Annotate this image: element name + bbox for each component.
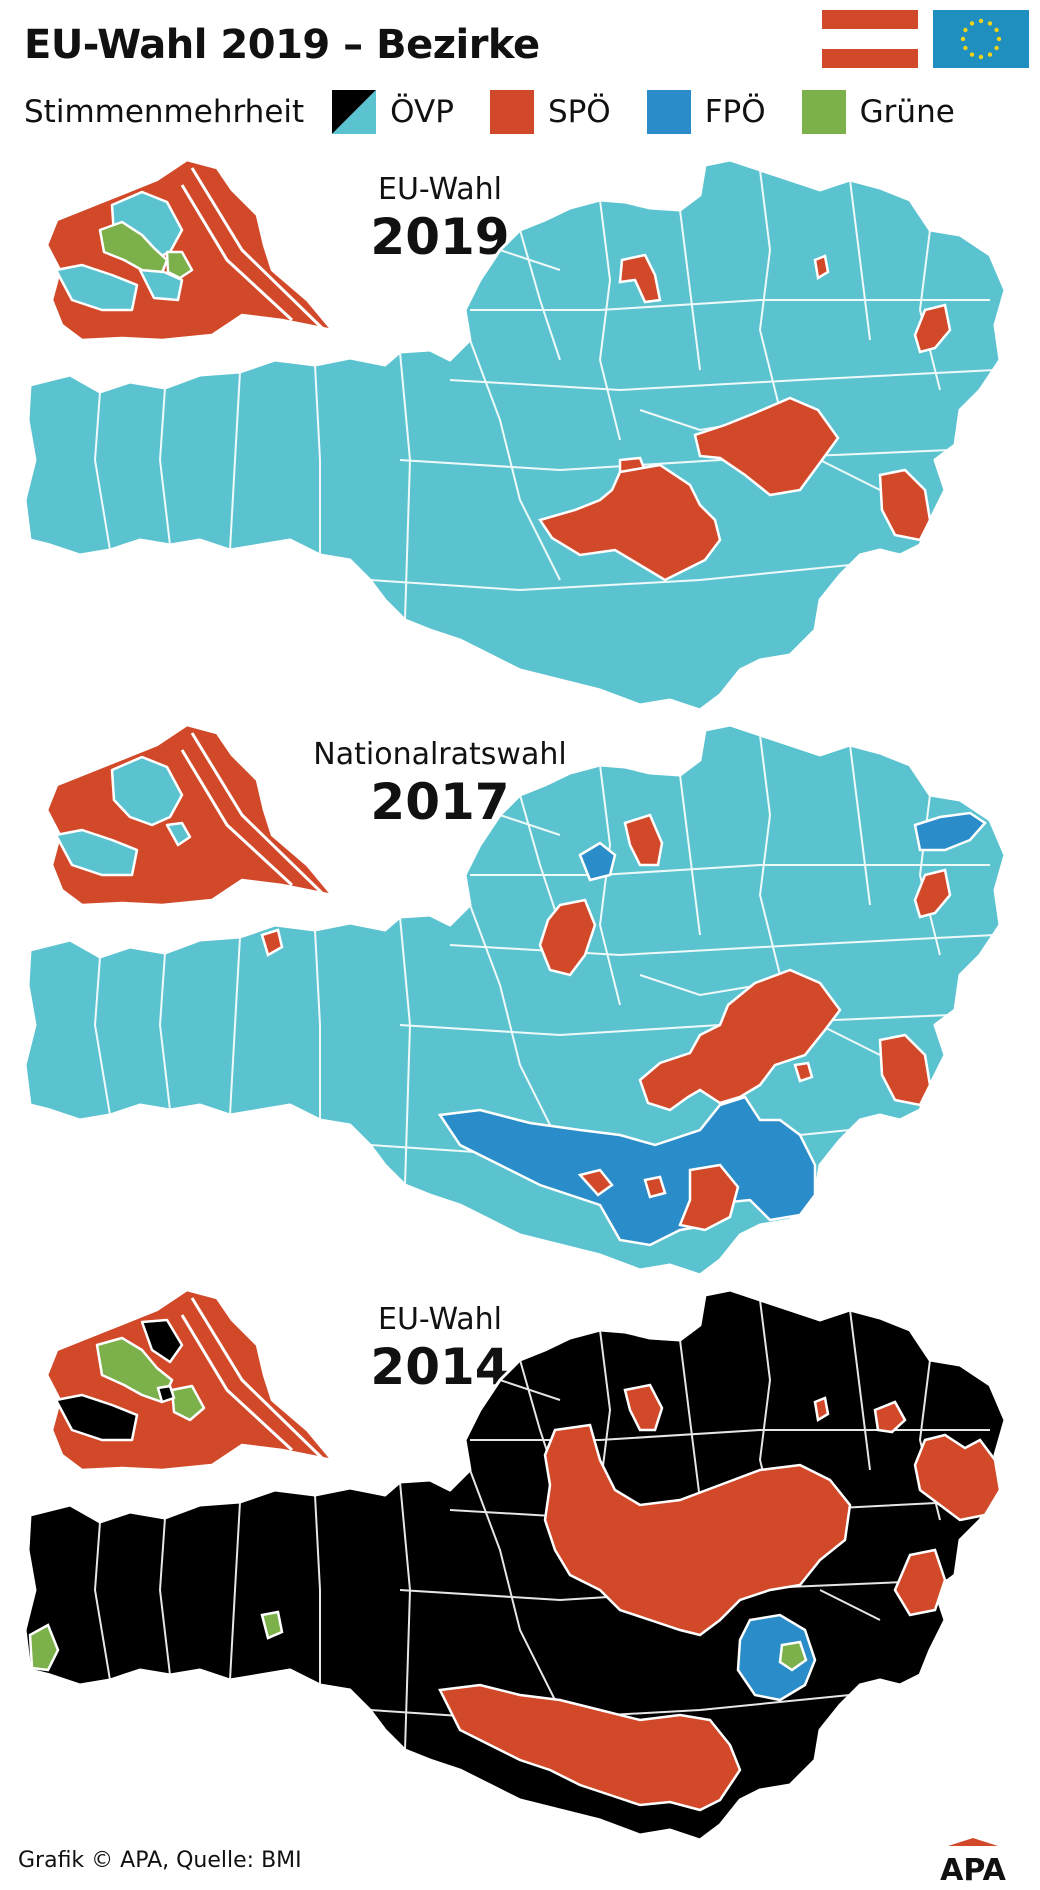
legend-swatch-oevp: [332, 90, 377, 134]
page-title: EU-Wahl 2019 – Bezirke: [24, 22, 540, 68]
legend-item-oevp: ÖVP: [332, 90, 454, 134]
legend-swatch-gruene: [801, 90, 846, 134]
legend-text-oevp: ÖVP: [390, 94, 454, 130]
fpoe-districts-2014: [736, 1613, 817, 1702]
spoe-districts-2017: [260, 813, 952, 1232]
legend: Stimmenmehrheit ÖVP SPÖ FPÖ Grüne: [24, 90, 991, 134]
panel-title-2014: EU-Wahl 2014: [300, 1302, 580, 1396]
panel-year-2019: 2019: [370, 208, 510, 266]
panel-title-2019: EU-Wahl 2019: [300, 172, 580, 266]
spoe-districts-2014: [438, 1383, 1002, 1812]
district-borders-2017: [93, 734, 996, 1186]
gruene-districts-2014: [28, 1610, 808, 1672]
legend-text-gruene: Grüne: [859, 94, 955, 130]
austria-map-2019: [23, 160, 1007, 712]
flag-austria-icon: [822, 10, 918, 68]
apa-logo-icon: APA: [940, 1838, 1007, 1884]
district-borders-2019: [93, 169, 996, 621]
legend-swatch-fpoe: [646, 90, 691, 134]
vienna-inset-2014: [45, 1290, 334, 1472]
panel-type-2017: Nationalratswahl: [313, 737, 567, 772]
apa-logo-text: APA: [940, 1853, 1006, 1884]
austria-map-2017: [23, 725, 1007, 1277]
legend-text-fpoe: FPÖ: [704, 94, 766, 130]
vienna-inset-2019: [45, 160, 334, 342]
panel-year-2014: 2014: [370, 1338, 510, 1396]
vienna-inset-2017: [45, 725, 334, 907]
spoe-districts-2019: [538, 253, 952, 582]
legend-item-fpoe: FPÖ: [646, 90, 766, 134]
footer-credit: Grafik © APA, Quelle: BMI: [18, 1848, 302, 1873]
panel-type-2019: EU-Wahl: [378, 172, 502, 207]
austria-map-2014: [23, 1290, 1007, 1842]
map-panel-2019: EU-Wahl 2019: [0, 160, 1040, 720]
panel-year-2017: 2017: [370, 773, 510, 831]
legend-swatch-spoe: [489, 90, 534, 134]
map-panel-2014: EU-Wahl 2014: [0, 1290, 1040, 1850]
fpoe-districts-2017: [437, 811, 987, 1247]
legend-text-spoe: SPÖ: [547, 94, 611, 130]
legend-item-spoe: SPÖ: [489, 90, 611, 134]
panel-title-2017: Nationalratswahl 2017: [300, 737, 580, 831]
panel-type-2014: EU-Wahl: [378, 1302, 502, 1337]
legend-item-gruene: Grüne: [801, 90, 955, 134]
map-panel-2017: Nationalratswahl 2017: [0, 725, 1040, 1285]
flag-eu-icon: [933, 10, 1029, 68]
legend-label: Stimmenmehrheit: [24, 94, 305, 130]
